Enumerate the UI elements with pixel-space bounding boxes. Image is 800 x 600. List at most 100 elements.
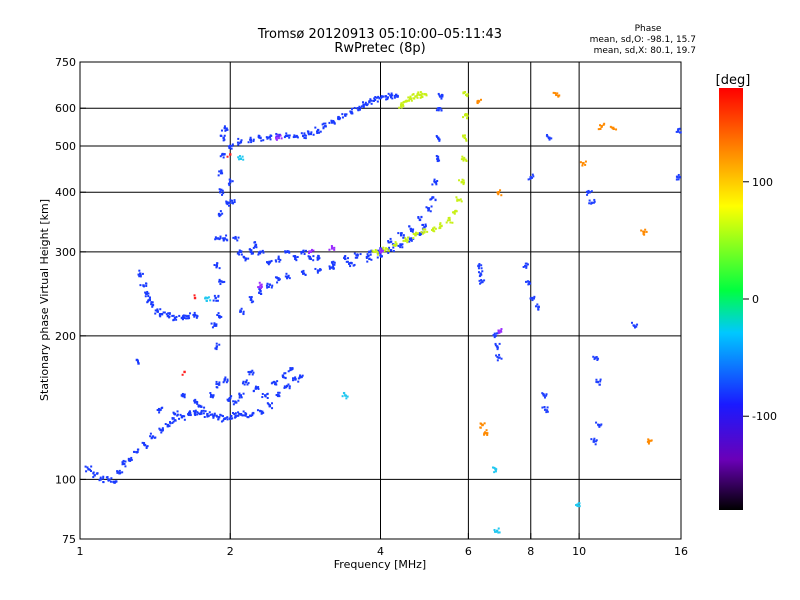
colorbar-label: [deg]: [716, 73, 751, 88]
data-point-4-28-5: [418, 218, 421, 221]
data-point-5-14-1: [410, 237, 413, 240]
data-point-6-2: [215, 264, 219, 268]
data-point-0-22-2: [230, 414, 233, 417]
x-tick-label-10: 10: [572, 545, 586, 558]
data-point-7-19: [373, 98, 377, 101]
data-point-7-2-2: [252, 138, 255, 141]
data-point-6-2-0: [215, 263, 218, 266]
data-point-1-3-5: [193, 399, 196, 402]
data-point-4-22-4: [355, 254, 358, 257]
data-point-11-2-4: [497, 193, 500, 196]
data-point-7-16-5: [359, 108, 362, 111]
data-point-0-15-2: [187, 411, 190, 414]
data-point-6-6-0: [221, 172, 224, 175]
data-point-12-4-0: [495, 530, 498, 533]
data-point-1-6-5: [216, 386, 219, 389]
data-point-5-16-4: [422, 223, 425, 226]
data-point-5-9-3: [348, 262, 351, 265]
data-point-4-26-2: [402, 234, 405, 237]
data-point-6-9-4: [220, 129, 223, 132]
data-point-2-1-0: [145, 284, 148, 287]
data-point-11-7: [555, 93, 558, 97]
data-point-7-23-4: [393, 96, 396, 99]
data-point-5-7-2: [316, 271, 319, 274]
data-point-10-7-4: [527, 283, 530, 286]
data-point-10-10-2: [534, 305, 537, 308]
data-point-8-15-2: [464, 90, 467, 93]
data-point-1-7: [223, 378, 226, 381]
data-point-4-30-2: [429, 198, 432, 201]
data-point-4-22-3: [354, 256, 357, 259]
data-point-10-5-0: [500, 357, 503, 360]
data-point-11-0-5: [479, 426, 482, 429]
data-point-10-11-4: [541, 392, 544, 395]
data-point-9-5: [423, 93, 426, 96]
data-point-10-20-2: [677, 128, 680, 131]
data-point-6-9-2: [223, 125, 226, 128]
data-point-0-9-1: [146, 445, 149, 448]
data-point-0-30-5: [287, 383, 290, 386]
data-point-0-12-5: [164, 423, 167, 426]
data-point-10-1-5: [479, 274, 482, 277]
data-point-0-21-0: [220, 420, 223, 423]
data-point-2-8-2: [172, 318, 175, 321]
data-point-7-6: [285, 134, 289, 138]
data-point-13-3-4: [498, 331, 501, 334]
y-tick-label-100: 100: [55, 473, 76, 486]
data-point-0-8-2: [132, 450, 135, 453]
data-point-12-2-1: [209, 299, 212, 302]
data-point-7-20-3: [380, 96, 383, 99]
data-point-2-4-1: [151, 304, 154, 307]
data-point-8-8-5: [447, 217, 450, 220]
data-point-8-0-2: [376, 251, 379, 254]
data-point-1-15-1: [274, 383, 277, 386]
data-point-1-9-4: [232, 403, 235, 406]
data-point-8-6-2: [430, 228, 433, 231]
data-point-7-22-1: [387, 92, 390, 95]
data-point-10-14-0: [586, 193, 589, 196]
data-point-11-8: [642, 230, 646, 234]
data-point-4-15-3: [288, 251, 291, 254]
data-point-13-5-4: [260, 283, 263, 286]
data-point-4-16-2: [295, 259, 298, 262]
data-point-1-6-4: [218, 381, 221, 384]
data-point-10-15-1: [592, 201, 595, 204]
data-point-13-5-5: [258, 281, 261, 284]
data-point-8-5-2: [421, 232, 424, 235]
data-point-4-1-5: [218, 315, 221, 318]
data-point-8-13-5: [462, 135, 465, 138]
data-point-8-7: [440, 224, 443, 228]
data-point-10-18-1: [595, 421, 598, 424]
data-point-7-8-5: [304, 137, 307, 140]
data-point-8-2-0: [394, 244, 397, 247]
data-point-10-4-0: [498, 342, 501, 345]
data-point-8-8: [448, 218, 451, 222]
data-point-7-16-4: [357, 109, 360, 112]
data-point-7-3-4: [262, 139, 265, 142]
data-point-8-2-5: [392, 244, 395, 247]
data-point-5-15-3: [420, 233, 423, 236]
data-point-4-21-4: [343, 257, 346, 260]
data-point-8-6-3: [432, 227, 435, 230]
data-point-8-0-3: [373, 251, 376, 254]
data-point-7-22-3: [391, 97, 394, 100]
legend-x-stats: mean, sd,X: 80.1, 19.7: [594, 46, 696, 56]
data-point-1-16-2: [282, 376, 285, 379]
data-point-6-0-3: [210, 322, 213, 325]
data-point-4-4-4: [229, 199, 232, 202]
data-point-8-11-5: [458, 179, 461, 182]
data-point-4-28-3: [420, 215, 423, 218]
data-point-0-28-0: [271, 402, 274, 405]
data-point-2-3-5: [148, 296, 151, 299]
data-point-4-22-0: [359, 253, 362, 256]
data-point-0-2: [99, 478, 102, 481]
data-point-5-2-5: [258, 288, 261, 291]
data-point-0-17-4: [198, 413, 201, 416]
data-point-11-1-1: [483, 432, 486, 435]
data-point-8-8-2: [446, 219, 449, 222]
data-point-6-7-4: [222, 156, 225, 159]
data-point-2-8-3: [172, 314, 175, 317]
data-point-8-4-3: [414, 233, 417, 236]
data-point-1-6: [217, 383, 221, 386]
data-point-0-13-0: [172, 420, 175, 423]
